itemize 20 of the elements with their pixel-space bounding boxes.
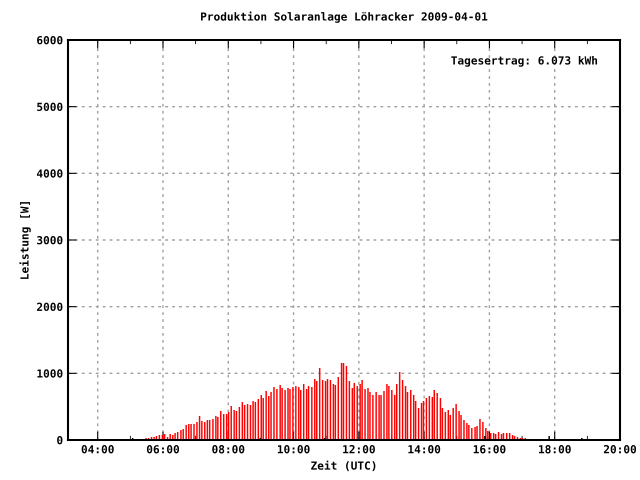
x-tick-label: 08:00 [212,445,244,454]
x-tick-label: 06:00 [146,445,180,454]
y-tick-label: 3000 [37,236,62,244]
y-tick-label: 2000 [37,302,62,312]
y-tick-label: 1000 [37,369,62,378]
x-tick-label: 16:00 [474,445,506,454]
x-tick-label: 10:00 [278,445,310,454]
x-tick-label: 18:00 [539,445,571,454]
x-axis-title: Zeit (UTC) [311,460,376,472]
x-tick-label: 20:00 [604,445,636,454]
x-tick-label: 12:00 [343,445,375,454]
chart-title: Produktion Solaranlage Löhracker 2009-04-01 [201,12,488,23]
x-tick-label: 04:00 [82,445,114,454]
y-tick-label: 6000 [37,36,62,44]
y-axis-title: Leistung [W] [19,202,31,279]
x-tick-label: 14:00 [408,445,440,454]
y-tick-label: 4000 [36,169,62,178]
y-tick-label: 5000 [37,102,62,112]
annotation: Tagesertrag: 6.073 kWh [451,56,598,67]
y-tick-label: 0 [57,436,62,444]
